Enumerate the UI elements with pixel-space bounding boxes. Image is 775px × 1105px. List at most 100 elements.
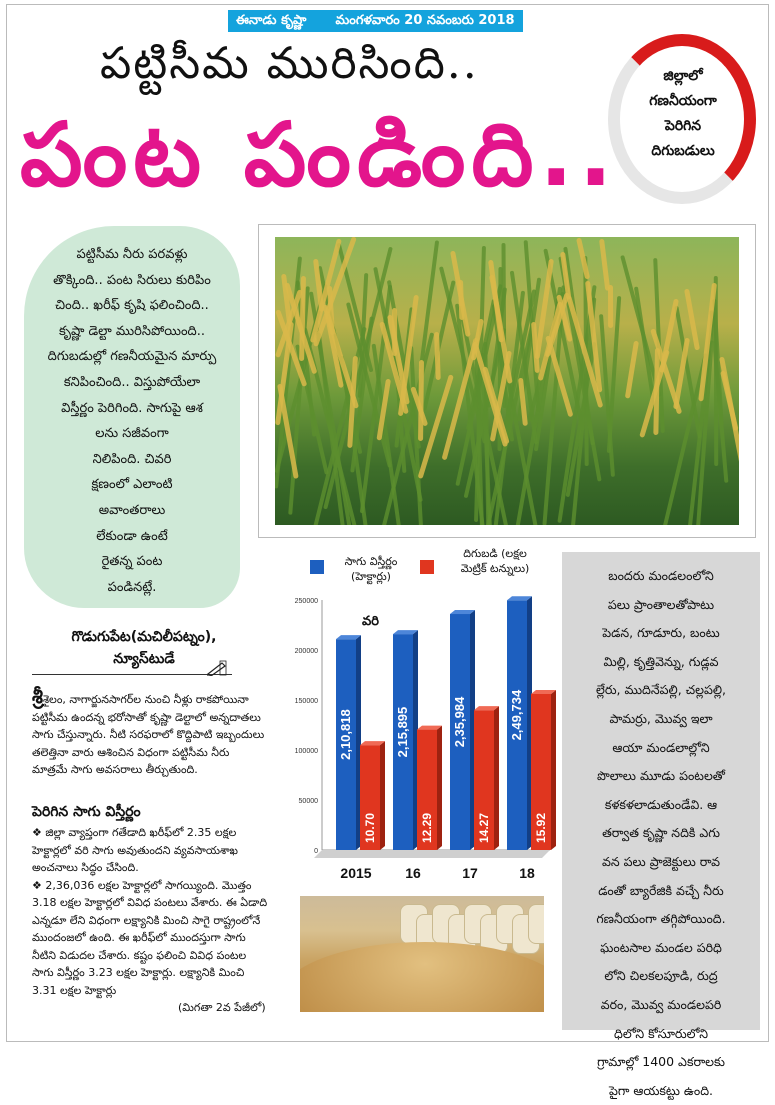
rice-panicle [608, 284, 614, 328]
bullet-item: ❖ 2,36,036 లక్షల హెక్టార్లలో సాగయ్యింది.… [32, 878, 268, 997]
intro-line: దిగుబడుల్లో గణనీయమైన మార్పు [47, 349, 217, 365]
sidebar-line: వన పలు ప్రాజెక్టులు రావ [602, 853, 720, 869]
intro-line: పండినట్లే. [107, 579, 157, 595]
headline-top: పట్టిసీమ మురిసింది.. [100, 38, 479, 89]
intro-line: నిలిపింది. చివరి [92, 451, 172, 467]
bar-area [393, 634, 413, 850]
bar-area-side [356, 635, 361, 850]
badge-line: జిల్లాలో [663, 68, 703, 84]
intro-line: రైతన్న పంట [101, 554, 163, 570]
bar-area-top [393, 630, 418, 635]
sidebar-line: పలు ప్రాంతాలతోపాటు [607, 596, 715, 612]
y-tick-label: 100000 [295, 748, 318, 755]
continued-note: (మిగతా 2వ పేజీలో) [178, 1001, 266, 1014]
bar-yield-top [360, 741, 385, 746]
sidebar-line: పెడన, గూడూరు, బంటు [602, 625, 720, 641]
legend-swatch-yield [420, 560, 434, 574]
sidebar-line: ధిలోని కోసూరులోని [614, 1025, 708, 1041]
y-tick-label: 50000 [299, 798, 319, 805]
bar-area-label: 2,49,734 [509, 689, 524, 740]
publication-date: మంగళవారం 20 నవంబరు 2018 [335, 13, 515, 28]
legend-swatch-area [310, 560, 324, 574]
sidebar-line: డంతో బ్యారేజికి వచ్చే నీరు [598, 882, 724, 898]
rice-panicle [576, 237, 591, 280]
bullet-item: ❖ జిల్లా వ్యాప్తంగా గతేడాది ఖరీఫ్‌లో 2.3… [32, 826, 238, 874]
intro-line: చింది.. ఖరీఫ్ కృషి ఫలించింది.. [55, 298, 209, 314]
badge-line: దిగుబడులు [651, 143, 715, 159]
drop-cap: శ్రీ [32, 684, 43, 708]
bar-area-side [470, 610, 475, 850]
y-tick-label: 0 [314, 848, 318, 855]
bar-yield-top [474, 706, 499, 711]
intro-line: క్షణంలో ఎలాంటి [91, 477, 173, 493]
intro-line: లేకుండా ఉంటే [96, 528, 168, 544]
bar-area [450, 614, 470, 850]
chart-plot: 0 50000 100000 150000 200000 250000 2,10,818 10… [295, 596, 556, 881]
chart-title: వరి [362, 614, 379, 629]
bar-area-side [413, 630, 418, 850]
sidebar-line: తర్వాత కృష్ణా నదికి ఎగు [602, 825, 720, 841]
bar-yield-side [551, 690, 556, 850]
bar-yield-side [494, 706, 499, 850]
article-bullets: ❖ జిల్లా వ్యాప్తంగా గతేడాది ఖరీఫ్‌లో 2.3… [32, 824, 268, 999]
chart-floor [314, 850, 550, 858]
rice-panicle [624, 340, 639, 399]
bar-area-top [336, 635, 361, 640]
bar-area [507, 600, 527, 850]
y-tick-label: 150000 [295, 698, 318, 705]
grain-heap-photo [300, 896, 544, 1012]
masthead-strip: ఈనాడు కృష్ణా మంగళవారం 20 నవంబరు 2018 [228, 10, 523, 32]
intro-line: కనిపించింది.. విస్తుపోయేలా [63, 374, 201, 390]
x-tick-label: 16 [405, 865, 421, 881]
bar-area-label: 2,10,818 [338, 709, 353, 760]
legend-line: మెట్రిక్ టన్నులు) [460, 562, 530, 575]
sidebar-line: ల్లేరు, ముదినేపల్లి, చల్లపల్లి, [595, 682, 727, 698]
article-subheading: పెరిగిన సాగు విస్తీర్ణం [32, 804, 141, 820]
byline-rule [32, 674, 232, 675]
bar-area-label: 2,35,984 [452, 696, 467, 747]
bar-yield-top [531, 690, 556, 694]
legend-line: దిగుబడి (లక్షల [463, 547, 527, 560]
legend-line: (హెక్టార్లు) [351, 570, 391, 583]
bar-yield-top [417, 725, 442, 730]
x-tick-label: 2015 [340, 865, 371, 881]
intro-bubble [24, 226, 240, 608]
intro-line: విస్తీర్ణం పెరిగింది. సాగుపై ఆశ [61, 400, 203, 416]
page-frame [6, 4, 769, 1042]
bar-area-side [527, 596, 532, 850]
intro-line: లను సజీవంగా [95, 426, 169, 442]
rice-panicle [599, 238, 611, 291]
legend-line: సాగు విస్తీర్ణం [344, 555, 398, 568]
pen-icon [206, 660, 227, 676]
intro-text: పట్టిసీమ నీరు పరవళ్లు తొక్కింది.. పంట సి… [34, 242, 230, 600]
headline-main: పంట పండింది.. [20, 103, 619, 206]
bar-area [336, 639, 356, 850]
intro-line: పట్టిసీమ నీరు పరవళ్లు [76, 247, 188, 262]
y-tick-label: 200000 [295, 648, 318, 655]
intro-line: కృష్ణా డెల్టా మురిసిపోయింది.. [59, 323, 205, 339]
bar-yield [474, 710, 494, 850]
rice-panicle [659, 298, 679, 373]
byline-desk: న్యూస్‌టుడే [113, 651, 175, 667]
bar-area-top [450, 610, 475, 615]
sidebar-line: కళకళలాడుతుండేవి. ఆ [604, 796, 718, 812]
badge-line: గణనీయంగా [649, 93, 717, 109]
sidebar-line: గణనీయంగా తగ్గిపోయింది. [596, 911, 726, 927]
bar-yield [360, 745, 380, 850]
grain-sack [528, 904, 544, 944]
sidebar-line: ఘంటసాల మండల పరిధి [600, 939, 722, 955]
bar-yield-label: 10.70 [363, 813, 377, 843]
sidebar-line: పైగా ఆయకట్టు ఉంది. [608, 1082, 713, 1098]
legend-label-yield: దిగుబడి (లక్షల మెట్రిక్ టన్నులు) [434, 546, 556, 576]
intro-line: అవాంతరాలు [98, 502, 166, 518]
byline: గొడుగుపేట(మచిలీపట్నం), న్యూస్‌టుడే [24, 626, 264, 670]
sidebar-line: వరం, మొవ్వ మండలపరి [600, 996, 722, 1012]
sidebar-line: బందరు మండలంలోని [608, 568, 714, 583]
bar-yield-label: 15.92 [534, 813, 548, 843]
bar-yield [531, 694, 551, 850]
bar-yield-side [380, 741, 385, 850]
bar-yield-label: 14.27 [477, 813, 491, 843]
legend-label-area: సాగు విస్తీర్ణం (హెక్టార్లు) [326, 554, 416, 584]
paddy-field-image [275, 237, 739, 525]
y-tick-label: 250000 [295, 598, 318, 605]
